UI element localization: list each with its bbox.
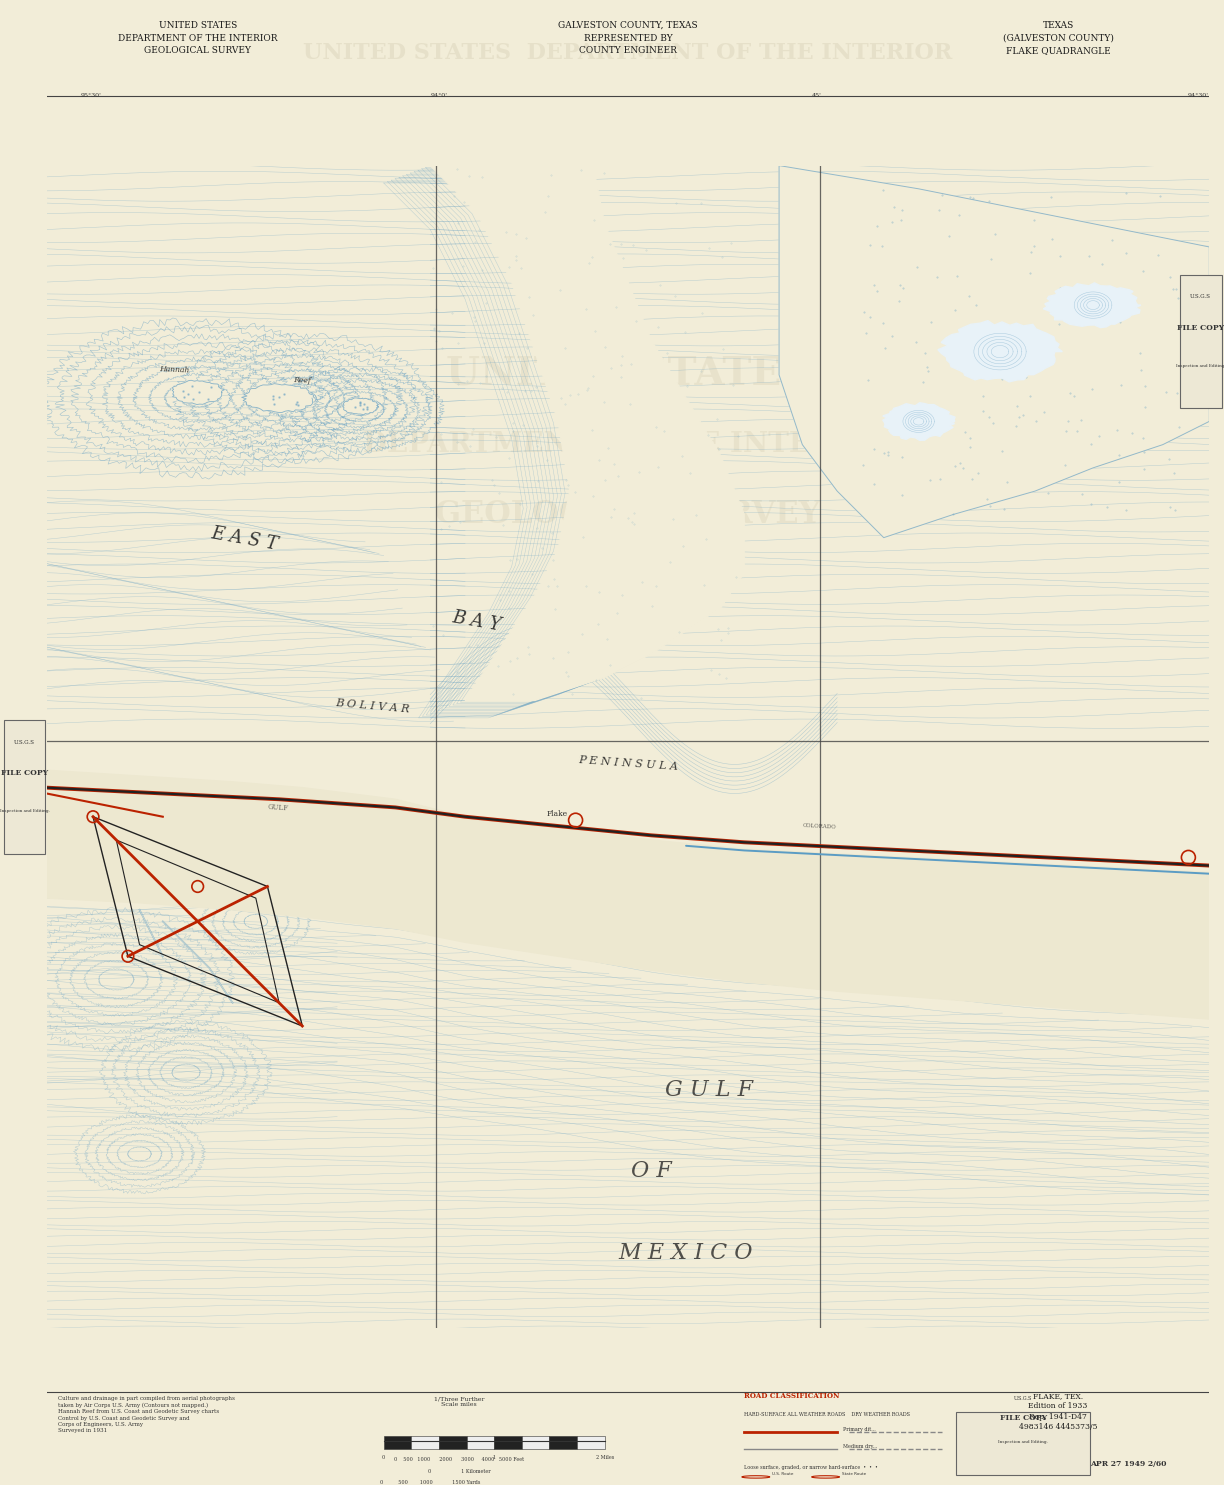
Text: 0: 0 bbox=[382, 1455, 386, 1460]
Polygon shape bbox=[883, 402, 955, 441]
Text: E A S T: E A S T bbox=[209, 524, 279, 554]
Text: 1: 1 bbox=[492, 1455, 496, 1460]
Text: Culture and drainage in part compiled from aerial photographs
taken by Air Corps: Culture and drainage in part compiled fr… bbox=[59, 1396, 235, 1433]
Bar bbox=[384, 1436, 411, 1449]
Bar bbox=[956, 1412, 1089, 1475]
Bar bbox=[550, 1436, 577, 1449]
Polygon shape bbox=[241, 383, 315, 413]
Text: 94°30': 94°30' bbox=[1187, 94, 1208, 98]
Polygon shape bbox=[343, 398, 378, 414]
Text: UNITED STATES  DEPARTMENT OF THE INTERIOR: UNITED STATES DEPARTMENT OF THE INTERIOR bbox=[304, 43, 952, 64]
Text: 0                    1 Kilometer: 0 1 Kilometer bbox=[428, 1469, 491, 1473]
Text: Medium dry...: Medium dry... bbox=[843, 1443, 878, 1448]
Text: DEPARTMENT OF THE INTERIOR: DEPARTMENT OF THE INTERIOR bbox=[362, 431, 894, 459]
Text: Flake: Flake bbox=[546, 809, 568, 818]
Bar bbox=[411, 1436, 439, 1449]
Bar bbox=[494, 1436, 521, 1449]
Text: GEOLOGICAL SURVEY: GEOLOGICAL SURVEY bbox=[436, 499, 820, 530]
Text: ROAD CLASSIFICATION: ROAD CLASSIFICATION bbox=[744, 1391, 840, 1400]
Text: B A Y: B A Y bbox=[450, 609, 503, 634]
Text: B O L I V A R: B O L I V A R bbox=[334, 698, 410, 714]
Polygon shape bbox=[938, 321, 1062, 382]
Bar bbox=[439, 1436, 466, 1449]
Bar bbox=[577, 1436, 605, 1449]
Text: 95°30': 95°30' bbox=[81, 94, 102, 98]
Text: 94°0': 94°0' bbox=[431, 94, 448, 98]
Text: U.S.G.S: U.S.G.S bbox=[13, 740, 35, 744]
Text: Primary dit...: Primary dit... bbox=[843, 1427, 876, 1433]
Text: G U L F: G U L F bbox=[666, 1078, 753, 1100]
Text: FLAKE, TEX.
Edition of 1933
Rep. 1941-D47
4983146 4445373/5: FLAKE, TEX. Edition of 1933 Rep. 1941-D4… bbox=[1018, 1391, 1098, 1432]
Text: FILE COPY: FILE COPY bbox=[1177, 324, 1224, 331]
Text: FILE COPY: FILE COPY bbox=[1000, 1414, 1047, 1423]
Text: P E N I N S U L A: P E N I N S U L A bbox=[578, 756, 678, 772]
Text: M E X I C O: M E X I C O bbox=[619, 1241, 753, 1264]
Text: Hannah: Hannah bbox=[159, 365, 190, 374]
Text: 45': 45' bbox=[812, 94, 821, 98]
Text: State Route: State Route bbox=[842, 1472, 867, 1476]
Text: 1/Three Further
Scale miles: 1/Three Further Scale miles bbox=[435, 1396, 485, 1406]
Polygon shape bbox=[173, 380, 224, 404]
Text: 2 Miles: 2 Miles bbox=[596, 1455, 613, 1460]
Text: 0    500   1000      2000      3000     4000   5000 Feet: 0 500 1000 2000 3000 4000 5000 Feet bbox=[394, 1457, 524, 1461]
Text: Reef: Reef bbox=[294, 376, 311, 385]
Text: O F: O F bbox=[630, 1160, 672, 1182]
Polygon shape bbox=[780, 165, 1209, 538]
Text: GALVESTON COUNTY, TEXAS
REPRESENTED BY
COUNTY ENGINEER: GALVESTON COUNTY, TEXAS REPRESENTED BY C… bbox=[558, 21, 698, 55]
Text: U.S. Route: U.S. Route bbox=[772, 1472, 793, 1476]
Text: TEXAS
(GALVESTON COUNTY)
FLAKE QUADRANGLE: TEXAS (GALVESTON COUNTY) FLAKE QUADRANGL… bbox=[1002, 21, 1114, 55]
Text: Inspection and Editing.: Inspection and Editing. bbox=[1176, 364, 1224, 368]
Text: U.S.G.S: U.S.G.S bbox=[1190, 294, 1212, 298]
Polygon shape bbox=[47, 771, 1209, 1019]
Text: U.S.G.S: U.S.G.S bbox=[1013, 1396, 1033, 1402]
Polygon shape bbox=[431, 165, 744, 701]
Text: 0          500        1000             1500 Yards: 0 500 1000 1500 Yards bbox=[379, 1481, 481, 1485]
Text: Inspection and Editing.: Inspection and Editing. bbox=[0, 809, 49, 814]
Bar bbox=[466, 1436, 494, 1449]
Text: COLORADO: COLORADO bbox=[803, 823, 836, 829]
Polygon shape bbox=[1043, 282, 1141, 328]
Bar bbox=[521, 1436, 550, 1449]
Text: Inspection and Editing.: Inspection and Editing. bbox=[999, 1439, 1048, 1443]
Text: UNITED STATES
DEPARTMENT OF THE INTERIOR
GEOLOGICAL SURVEY: UNITED STATES DEPARTMENT OF THE INTERIOR… bbox=[118, 21, 278, 55]
Text: HARD-SURFACE ALL WEATHER ROADS    DRY WEATHER ROADS: HARD-SURFACE ALL WEATHER ROADS DRY WEATH… bbox=[744, 1412, 911, 1417]
Text: FILE COPY: FILE COPY bbox=[1, 769, 48, 777]
Text: APR 27 1949 2/60: APR 27 1949 2/60 bbox=[1089, 1460, 1166, 1467]
Text: Loose surface, graded, or narrow hard-surface  •  •  •: Loose surface, graded, or narrow hard-su… bbox=[744, 1464, 878, 1470]
Text: GULF: GULF bbox=[267, 803, 289, 812]
Text: UNITED STATES: UNITED STATES bbox=[447, 356, 809, 394]
